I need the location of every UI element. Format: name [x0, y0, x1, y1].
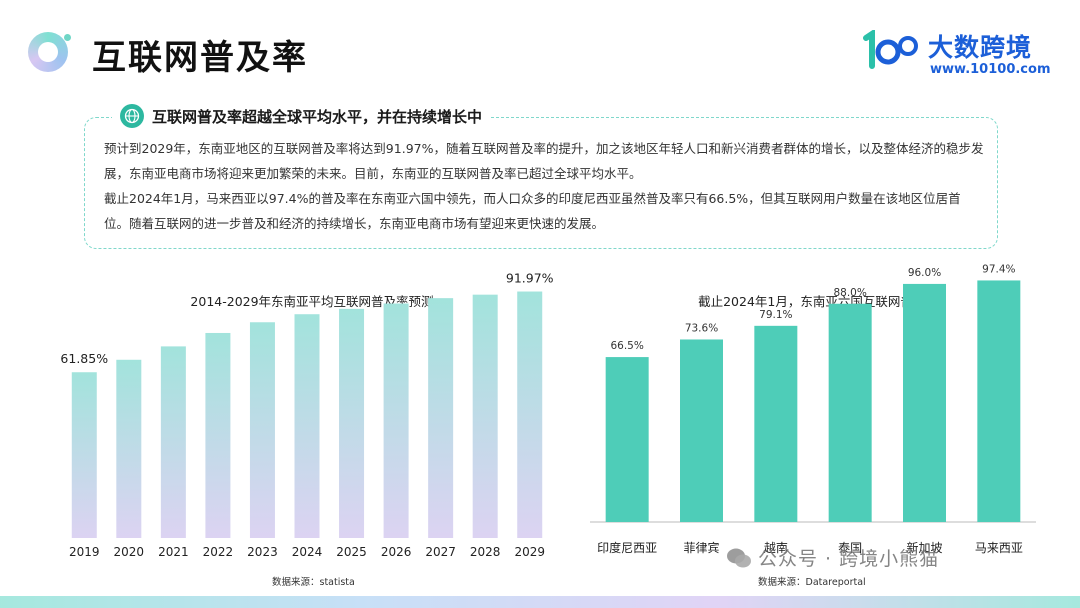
countries-bar: [977, 280, 1021, 522]
forecast-data-label: 91.97%: [506, 271, 554, 286]
forecast-x-tick: 2026: [381, 545, 412, 559]
forecast-x-tick: 2029: [514, 545, 545, 559]
forecast-data-label: 61.85%: [60, 351, 108, 366]
forecast-x-tick: 2027: [425, 545, 456, 559]
source-note-forecast: 数据来源：statista: [272, 577, 355, 588]
countries-x-tick: 新加坡: [906, 540, 942, 555]
countries-data-label: 97.4%: [982, 263, 1015, 275]
countries-x-tick: 菲律宾: [683, 540, 719, 555]
wechat-icon: [727, 548, 751, 567]
forecast-bar: [339, 308, 365, 538]
chart-title-countries: 截止2024年1月，东南亚六国互联网普及率: [698, 294, 938, 309]
chart-title-forecast: 2014-2029年东南亚平均互联网普及率预测: [190, 294, 434, 309]
forecast-bar: [428, 298, 454, 538]
brand-logo-icon: [863, 30, 918, 69]
forecast-x-tick: 2019: [69, 545, 100, 559]
decorative-ring: [28, 32, 68, 72]
globe-icon: [120, 104, 144, 128]
forecast-x-tick: 2028: [470, 545, 501, 559]
forecast-bar: [249, 322, 275, 538]
countries-bar: [903, 283, 946, 522]
info-paragraph: 截止2024年1月，马来西亚以97.4%的普及率在东南亚六国中领先，而人口众多的…: [104, 191, 961, 231]
forecast-bar: [294, 314, 320, 538]
countries-bar: [680, 339, 723, 522]
countries-x-tick: 泰国: [838, 541, 862, 555]
info-body: 预计到2029年，东南亚地区的互联网普及率将达到91.97%，随着互联网普及率的…: [104, 136, 984, 236]
forecast-x-tick: 2024: [292, 545, 323, 559]
brand-url: www.10100.com: [930, 62, 1051, 77]
forecast-bar: [116, 359, 142, 538]
forecast-x-tick: 2021: [158, 545, 189, 559]
countries-x-tick: 马来西亚: [975, 541, 1023, 555]
forecast-bar: [71, 372, 97, 538]
countries-x-tick: 印度尼西亚: [597, 540, 657, 555]
info-heading-text: 互联网普及率超越全球平均水平，并在持续增长中: [152, 107, 483, 126]
countries-data-label: 66.5%: [610, 340, 643, 352]
decorative-dot: [64, 34, 71, 41]
countries-data-label: 73.6%: [685, 322, 718, 334]
brand-logo: 大数跨境 www.10100.com: [860, 26, 1051, 86]
countries-data-label: 96.0%: [908, 267, 941, 279]
bottom-decorative-band: [0, 596, 1080, 608]
forecast-x-tick: 2022: [203, 545, 234, 559]
countries-x-tick: 越南: [764, 540, 788, 555]
info-box: [84, 117, 998, 249]
forecast-bar: [517, 291, 543, 538]
forecast-x-tick: 2020: [114, 545, 145, 559]
brand-name: 大数跨境: [928, 33, 1033, 62]
source-note-countries: 数据来源：Datareportal: [758, 577, 866, 588]
watermark: 公众号 · 跨境小熊猫: [726, 544, 939, 571]
countries-bar: [828, 303, 872, 522]
forecast-x-tick: 2025: [336, 545, 367, 559]
forecast-x-tick: 2023: [247, 545, 278, 559]
forecast-bar: [160, 346, 186, 538]
countries-bar: [605, 357, 649, 522]
countries-data-label: 88.0%: [833, 287, 866, 299]
forecast-bar: [383, 303, 409, 538]
page-title: 互联网普及率: [92, 38, 308, 78]
info-heading: 互联网普及率超越全球平均水平，并在持续增长中: [112, 101, 491, 131]
countries-data-label: 79.1%: [759, 309, 792, 321]
watermark-text: 公众号 · 跨境小熊猫: [758, 548, 940, 570]
info-paragraph: 预计到2029年，东南亚地区的互联网普及率将达到91.97%，随着互联网普及率的…: [104, 141, 984, 181]
forecast-bar: [472, 294, 498, 538]
forecast-bar: [205, 332, 231, 538]
countries-bar: [754, 325, 798, 522]
